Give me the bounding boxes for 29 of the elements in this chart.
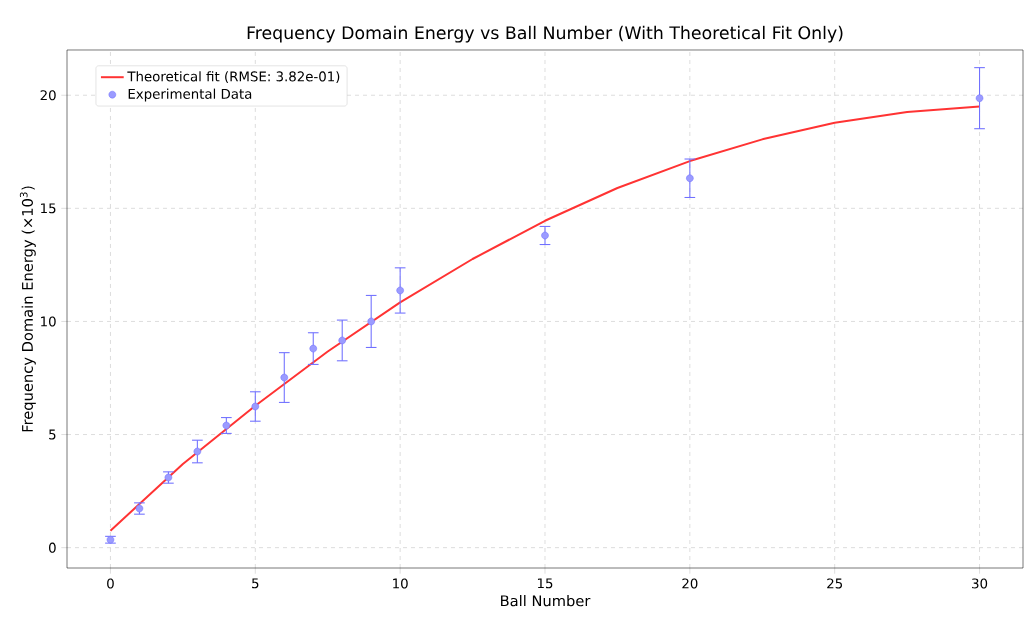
y-tick-label: 10 (41, 316, 56, 327)
y-tick-label: 5 (49, 429, 56, 440)
point (251, 402, 260, 411)
point (193, 447, 202, 456)
x-tick-label: 20 (682, 578, 698, 589)
point (686, 174, 694, 182)
y-axis-title: Frequency Domain Energy (×10$^{3}$) (19, 186, 36, 432)
x-axis-title: Ball Number (501, 594, 591, 607)
y-tick-label: 15 (41, 203, 56, 214)
point (280, 373, 289, 382)
point (338, 336, 346, 345)
x-tick-label: 10 (393, 578, 408, 589)
point (309, 344, 317, 353)
chart-title: Frequency Domain Energy vs Ball Number (With Theoretical Fit Only) (247, 25, 843, 43)
point (975, 94, 984, 102)
y-tick-label: 0 (48, 542, 56, 553)
y-tick-label: 20 (40, 90, 56, 101)
legend-label: Experimental Data (128, 88, 252, 102)
point (367, 317, 375, 326)
legend-label: Theoretical fit (RMSE: 3.82e-01) (127, 71, 340, 84)
x-tick-label: 30 (972, 578, 988, 589)
x-tick-label: 0 (107, 578, 114, 589)
x-tick-label: 5 (252, 578, 259, 589)
line-series (109, 105, 981, 532)
x-tick-label: 15 (537, 578, 553, 589)
point (396, 286, 404, 295)
point (222, 421, 231, 430)
point (541, 231, 549, 240)
x-tick-label: 25 (827, 578, 843, 589)
